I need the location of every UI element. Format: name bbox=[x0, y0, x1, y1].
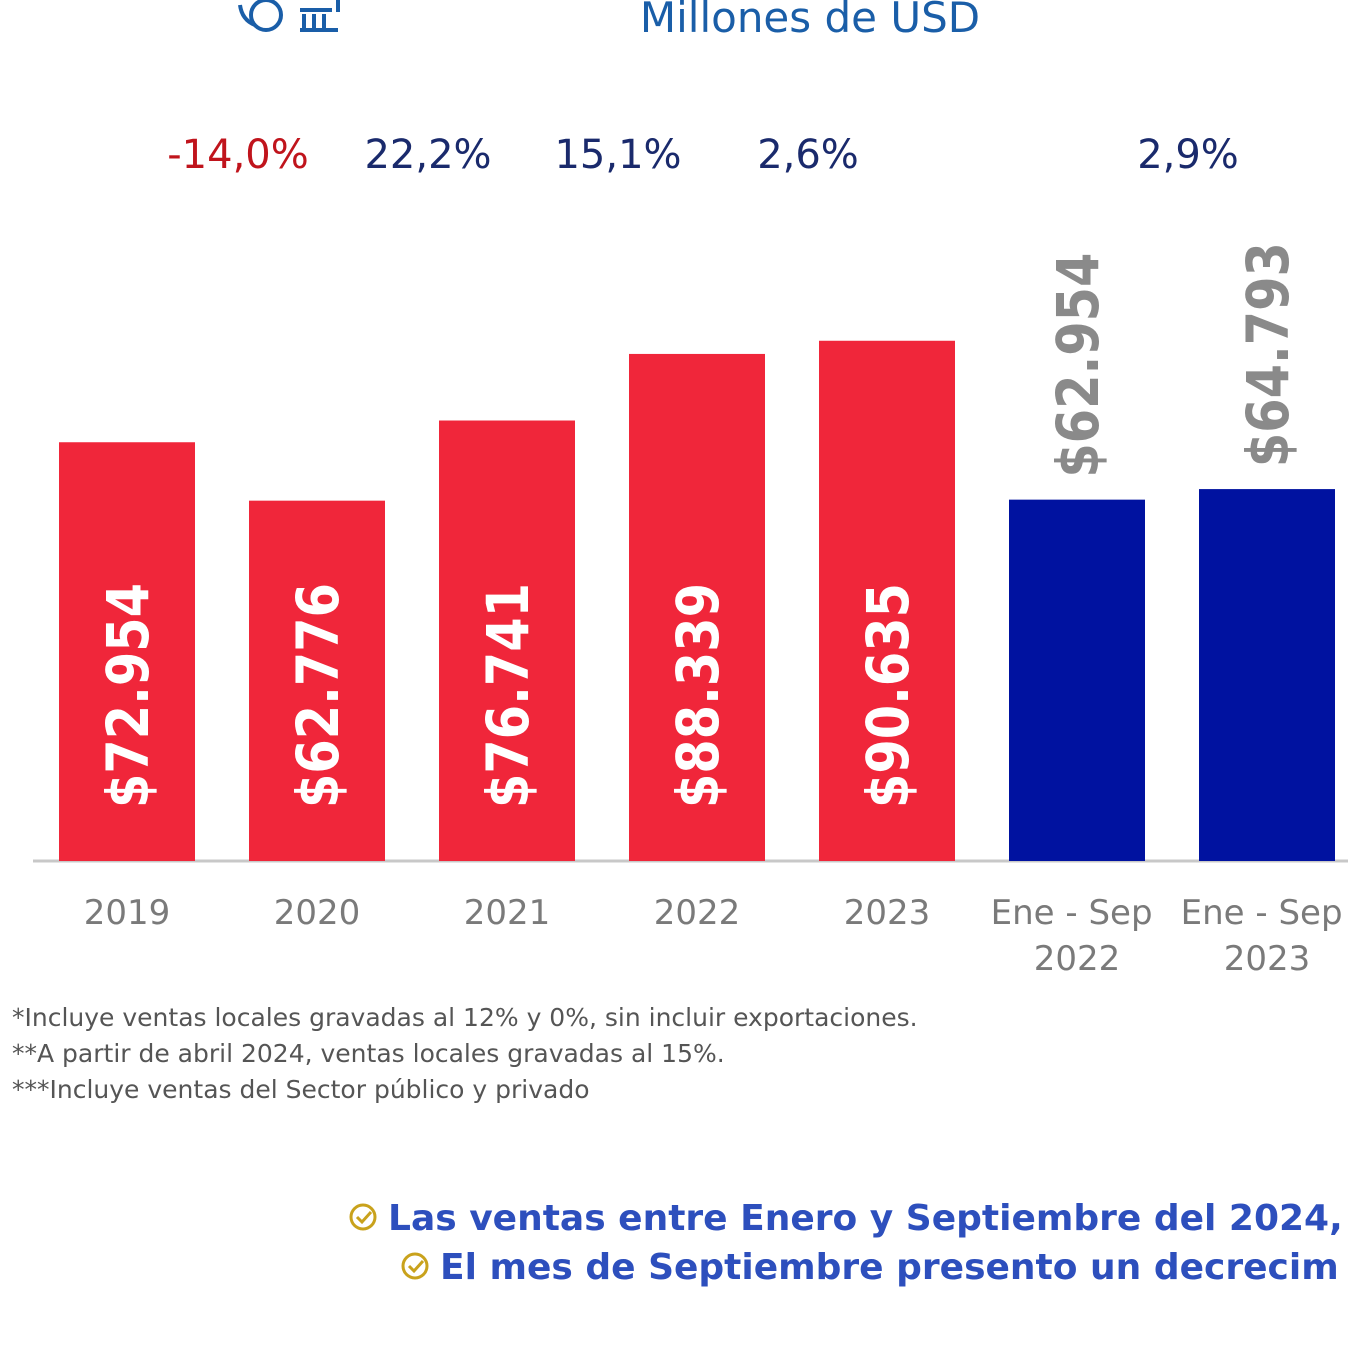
x-tick-label: Ene - Sep 2022 bbox=[991, 893, 1164, 979]
check-icon bbox=[355, 1210, 373, 1225]
value-label: $62.776 bbox=[284, 583, 352, 808]
check-icon bbox=[401, 1252, 429, 1280]
bar bbox=[59, 442, 195, 861]
x-tick-label: 2022 bbox=[654, 893, 741, 933]
growth-label: 15,1% bbox=[554, 132, 681, 178]
check-icon bbox=[349, 1203, 377, 1231]
footnote: ***Incluye ventas del Sector público y p… bbox=[12, 1075, 590, 1104]
bullet-text: Las ventas entre Enero y Septiembre del … bbox=[388, 1198, 1343, 1239]
bar bbox=[1199, 489, 1335, 861]
x-tick-label: Ene - Sep 2023 bbox=[1181, 893, 1348, 979]
value-label: $62.954 bbox=[1044, 253, 1112, 478]
bar bbox=[819, 340, 955, 861]
growth-label: -14,0% bbox=[167, 132, 309, 178]
bar bbox=[1009, 499, 1145, 861]
value-label: $72.954 bbox=[94, 583, 162, 808]
bar bbox=[249, 500, 385, 861]
icon bbox=[238, 0, 340, 32]
bullet-text: El mes de Septiembre presento un decreci… bbox=[440, 1247, 1339, 1288]
footnote: **A partir de abril 2024, ventas locales… bbox=[12, 1039, 725, 1068]
x-tick-label: 2019 bbox=[84, 893, 171, 933]
check-icon bbox=[407, 1259, 425, 1274]
x-tick-label: 2021 bbox=[464, 893, 551, 933]
growth-label: 2,6% bbox=[757, 132, 859, 178]
bar bbox=[439, 420, 575, 861]
value-label: $64.793 bbox=[1234, 242, 1302, 467]
growth-label: 22,2% bbox=[364, 132, 491, 178]
chart-title: Millones de USD bbox=[640, 0, 980, 42]
bar bbox=[629, 353, 765, 861]
value-label: $88.339 bbox=[664, 583, 732, 808]
x-tick-label: 2023 bbox=[844, 893, 931, 933]
footnote: *Incluye ventas locales gravadas al 12% … bbox=[12, 1003, 918, 1032]
x-tick-label: 2020 bbox=[274, 893, 361, 933]
growth-label: 2,9% bbox=[1137, 132, 1239, 178]
value-label: $76.741 bbox=[474, 583, 542, 808]
value-label: $90.635 bbox=[854, 583, 922, 808]
